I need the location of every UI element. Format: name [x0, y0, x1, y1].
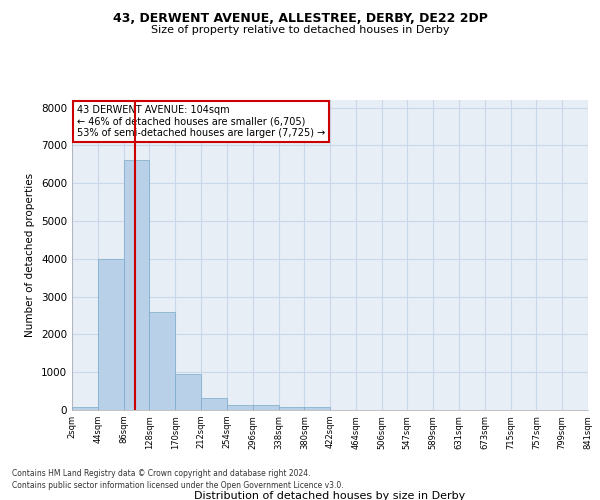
- Bar: [124, 160, 149, 410]
- Bar: [304, 408, 331, 410]
- Text: Contains HM Land Registry data © Crown copyright and database right 2024.: Contains HM Land Registry data © Crown c…: [12, 468, 311, 477]
- Bar: [98, 259, 124, 410]
- Text: 43, DERWENT AVENUE, ALLESTREE, DERBY, DE22 2DP: 43, DERWENT AVENUE, ALLESTREE, DERBY, DE…: [113, 12, 487, 26]
- Bar: [253, 405, 278, 410]
- Bar: [201, 398, 227, 410]
- Bar: [175, 374, 201, 410]
- Bar: [149, 312, 175, 410]
- Text: Size of property relative to detached houses in Derby: Size of property relative to detached ho…: [151, 25, 449, 35]
- Text: 43 DERWENT AVENUE: 104sqm
← 46% of detached houses are smaller (6,705)
53% of se: 43 DERWENT AVENUE: 104sqm ← 46% of detac…: [77, 104, 325, 138]
- X-axis label: Distribution of detached houses by size in Derby: Distribution of detached houses by size …: [194, 490, 466, 500]
- Y-axis label: Number of detached properties: Number of detached properties: [25, 173, 35, 337]
- Bar: [278, 407, 304, 410]
- Bar: [72, 407, 98, 410]
- Text: Contains public sector information licensed under the Open Government Licence v3: Contains public sector information licen…: [12, 481, 344, 490]
- Bar: [227, 404, 253, 410]
